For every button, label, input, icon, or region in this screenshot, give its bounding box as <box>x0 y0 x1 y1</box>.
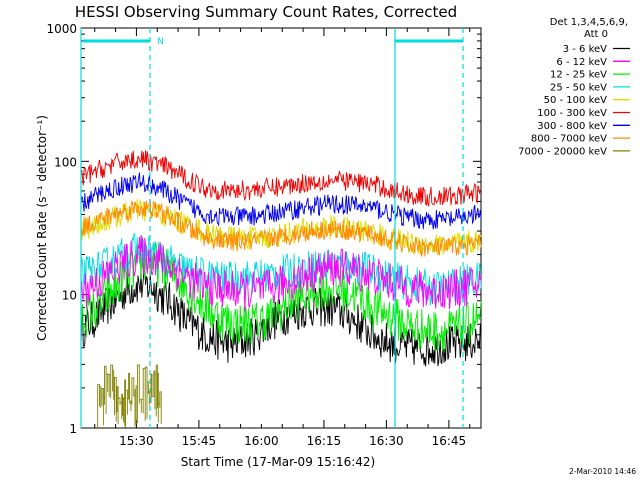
x-tick-label: 15:45 <box>182 434 217 448</box>
y-tick-label: 100 <box>54 155 77 169</box>
legend-label: 100 - 300 keV <box>537 108 607 119</box>
y-tick-label: 10 <box>62 289 77 303</box>
x-tick-label: 16:45 <box>432 434 467 448</box>
legend-header-line-2: Att 0 <box>584 29 608 40</box>
y-tick-label: 1000 <box>46 22 77 36</box>
x-tick-label: 16:15 <box>307 434 342 448</box>
x-axis: 15:30 15:45 16:00 16:15 16:30 16:45 <box>94 28 471 448</box>
x-axis-label: Start Time (17-Mar-09 15:16:42) <box>181 455 375 469</box>
legend-label: 7000 - 20000 keV <box>518 146 607 157</box>
legend-label: 300 - 800 keV <box>537 121 607 132</box>
night-marker-label: N <box>157 37 164 47</box>
legend-label: 12 - 25 keV <box>550 70 607 81</box>
plot-frame <box>80 27 482 429</box>
series-line-7 <box>80 199 482 257</box>
legend-label: 50 - 100 keV <box>544 95 608 106</box>
series-line-6 <box>80 172 482 230</box>
legend-header-line-1: Det 1,3,4,5,6,9, <box>550 17 628 28</box>
series-line-2 <box>80 242 482 353</box>
legend-label: 800 - 7000 keV <box>531 134 607 145</box>
legend-label: 6 - 12 keV <box>556 57 607 68</box>
chart-title: HESSI Observing Summary Count Rates, Cor… <box>75 3 457 21</box>
series-line-8 <box>97 364 162 429</box>
y-tick-label: 1 <box>69 422 77 436</box>
x-tick-label: 15:30 <box>119 434 154 448</box>
x-tick-label: 16:00 <box>244 434 279 448</box>
observation-markers: N <box>80 28 464 428</box>
series-line-0 <box>80 265 482 367</box>
series-line-5 <box>80 150 482 208</box>
series-layer <box>80 150 482 429</box>
y-axis-label: Corrected Count Rate (s⁻¹ detector⁻¹) <box>35 115 49 341</box>
series-line-1 <box>80 234 482 312</box>
plot-area: 1 10 100 1000 15:30 15:45 16:00 16:15 16:30 16:4… <box>46 22 482 448</box>
footer-timestamp: 2-Mar-2010 14:46 <box>569 467 636 476</box>
legend: Det 1,3,4,5,6,9, Att 0 3 - 6 keV 6 - 12 k… <box>518 17 630 157</box>
legend-label: 3 - 6 keV <box>563 44 607 55</box>
x-tick-label: 16:30 <box>369 434 404 448</box>
legend-label: 25 - 50 keV <box>550 82 607 93</box>
y-axis: 1 10 100 1000 <box>46 22 481 436</box>
